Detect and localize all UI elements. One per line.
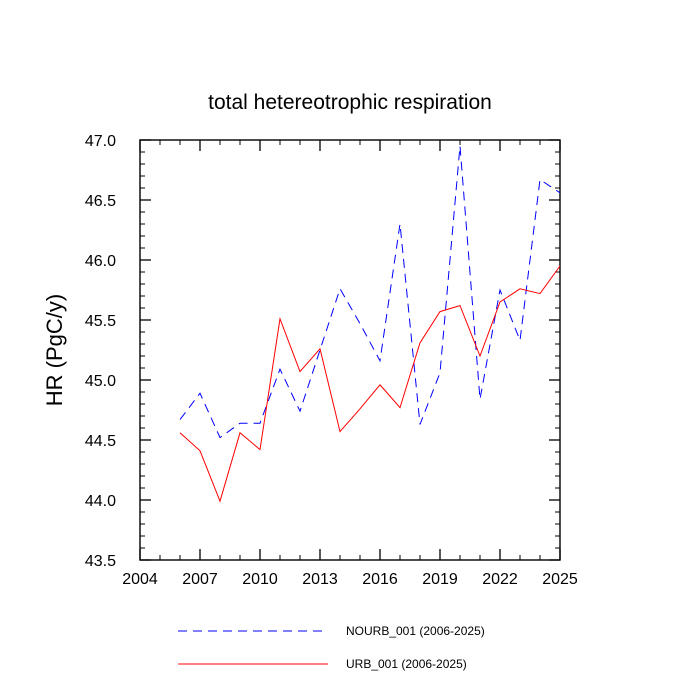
- y-tick-label: 45.0: [85, 373, 116, 390]
- y-tick-label: 46.5: [85, 193, 116, 210]
- x-tick-label: 2007: [182, 571, 218, 588]
- plot-area: 2004 2007 2010 2013 2016 2019 2022 2025 43.5 44.0…: [85, 133, 578, 588]
- x-tick-label: 2010: [242, 571, 278, 588]
- plot-frame: [139, 139, 561, 561]
- legend: NOURB_001 (2006-2025) URB_001 (2006-2025): [178, 624, 485, 671]
- chart-title: total hetereotrophic respiration: [208, 91, 492, 114]
- x-tick-label: 2016: [362, 571, 398, 588]
- y-tick-label: 44.5: [85, 433, 116, 450]
- y-tick-label: 46.0: [85, 253, 116, 270]
- y-tick-label: 44.0: [85, 493, 116, 510]
- series-line-1: [179, 145, 561, 439]
- y-tick-label: 45.5: [85, 313, 116, 330]
- x-tick-label: 2004: [122, 571, 158, 588]
- y-tick-label: 43.5: [85, 553, 116, 570]
- y-tick-label: 47.0: [85, 133, 116, 150]
- series-line-2: [179, 265, 561, 503]
- legend-label-2: URB_001 (2006-2025): [346, 657, 467, 671]
- x-tick-label: 2013: [302, 571, 338, 588]
- x-tick-label: 2025: [542, 571, 578, 588]
- legend-label-1: NOURB_001 (2006-2025): [346, 624, 485, 638]
- x-tick-label: 2019: [422, 571, 458, 588]
- x-tick-label: 2022: [482, 571, 518, 588]
- y-axis-label: HR (PgC/y): [42, 294, 67, 406]
